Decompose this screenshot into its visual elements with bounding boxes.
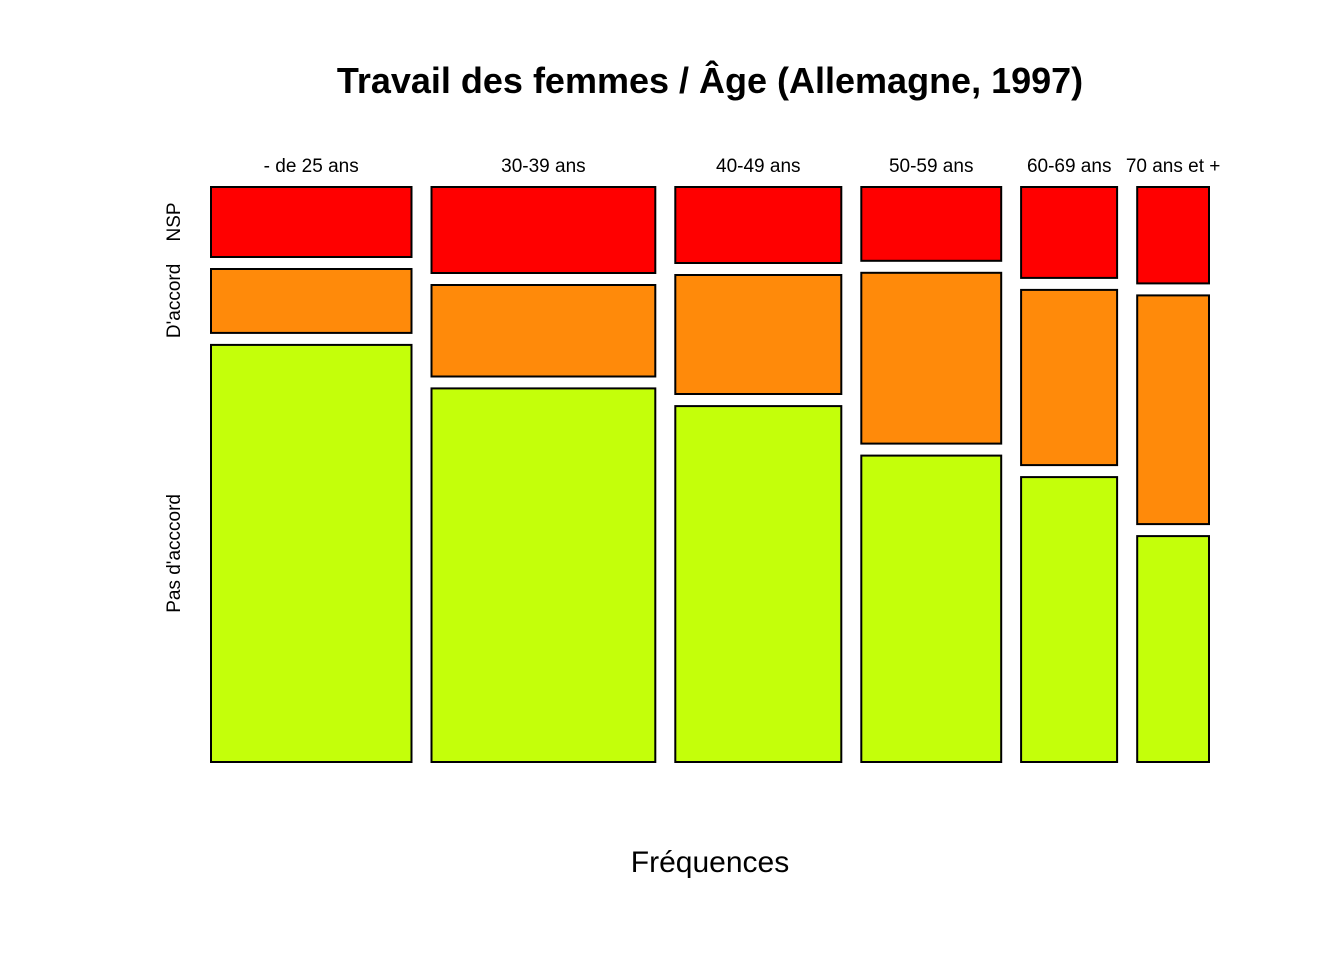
tile-5-0 <box>1136 535 1210 763</box>
x-axis-label: Fréquences <box>631 846 789 879</box>
column-labels: - de 25 ans 30-39 ans 40-49 ans 50-59 ans 60… <box>264 156 1221 177</box>
tile-2-2 <box>674 186 843 264</box>
tile-5-1 <box>1136 294 1210 526</box>
row-label-2: NSP <box>164 202 185 241</box>
column-label-3: 50-59 ans <box>889 156 974 177</box>
tile-1-1 <box>430 284 657 378</box>
tile-4-1 <box>1020 288 1119 467</box>
tile-1-0 <box>430 387 657 763</box>
tile-2-1 <box>674 274 843 395</box>
tile-3-1 <box>860 271 1003 445</box>
column-label-0: - de 25 ans <box>264 156 359 177</box>
tiles-group <box>210 186 1210 763</box>
tile-3-2 <box>860 186 1003 262</box>
tile-0-0 <box>210 343 413 763</box>
column-label-2: 40-49 ans <box>716 156 801 177</box>
tile-5-2 <box>1136 186 1210 285</box>
tile-0-2 <box>210 186 413 258</box>
tile-4-2 <box>1020 186 1119 279</box>
tile-1-2 <box>430 186 657 274</box>
tile-0-1 <box>210 268 413 334</box>
row-label-1: D'accord <box>164 264 185 338</box>
column-label-4: 60-69 ans <box>1027 156 1112 177</box>
column-label-5: 70 ans et + <box>1126 156 1221 177</box>
row-labels: Pas d'acccord D'accord NSP <box>164 202 185 612</box>
tile-3-0 <box>860 454 1003 763</box>
row-label-0: Pas d'acccord <box>164 494 185 613</box>
chart-title: Travail des femmes / Âge (Allemagne, 199… <box>337 59 1083 101</box>
column-label-1: 30-39 ans <box>501 156 586 177</box>
tile-4-0 <box>1020 476 1119 763</box>
tile-2-0 <box>674 405 843 763</box>
